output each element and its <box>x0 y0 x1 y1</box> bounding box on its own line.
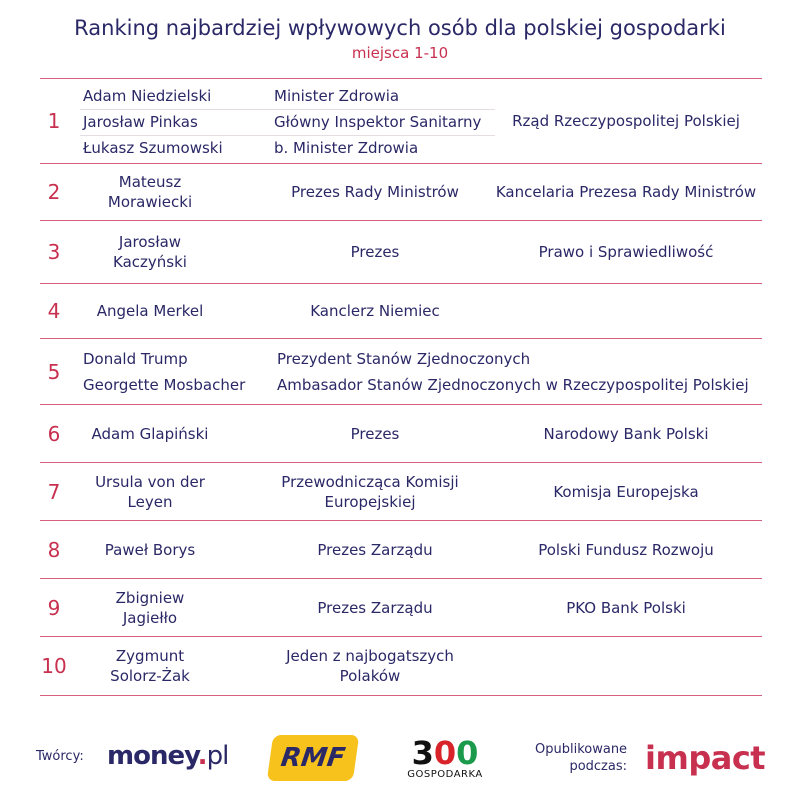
person-name: Jarosław Pinkas <box>83 112 198 131</box>
institution: Narodowy Bank Polski <box>543 424 709 443</box>
impact-logo: impact <box>645 739 766 777</box>
person-name: Jarosław Kaczyński <box>113 233 187 271</box>
rank-number: 9 <box>47 595 61 620</box>
table-bottom-border <box>40 695 762 696</box>
person-position: Jeden z najbogatszych Polaków <box>286 647 454 685</box>
person-name: Łukasz Szumowski <box>83 138 223 157</box>
person-position: Prezes <box>350 424 400 443</box>
table-row: 5 Donald Trump Prezydent Stanów Zjednoczon… <box>40 338 762 404</box>
page-subtitle: miejsca 1-10 <box>351 44 449 62</box>
table-row: 8 Paweł Borys Prezes Zarządu Polski Fundusz… <box>40 520 762 578</box>
person-position: b. Minister Zdrowia <box>274 138 419 157</box>
person-position: Przewodnicząca Komisji Europejskiej <box>281 472 459 511</box>
person-position: Prezes Zarządu <box>317 598 433 617</box>
page-title: Ranking najbardziej wpływowych osób dla … <box>74 16 726 40</box>
rank-number: 6 <box>47 421 61 446</box>
rank-number: 7 <box>47 479 61 504</box>
money-pl-logo: money.pl <box>107 741 229 771</box>
person-position: Prezes Zarządu <box>317 540 433 559</box>
footer: Twórcy: money.pl RMF 300 GOSPODARKA Opub… <box>0 735 800 795</box>
person-name: Angela Merkel <box>96 302 204 320</box>
person-name: Adam Niedzielski <box>83 86 212 105</box>
person-name: Donald Trump <box>83 350 188 368</box>
rmf-logo: RMF <box>266 735 360 781</box>
person-name: Paweł Borys <box>104 540 196 559</box>
person-position: Prezydent Stanów Zjednoczonych <box>277 350 531 368</box>
rank-number: 10 <box>41 654 67 678</box>
person-position: Kanclerz Niemiec <box>310 302 440 320</box>
institution: PKO Bank Polski <box>566 598 686 617</box>
institution: Prawo i Sprawiedliwość <box>538 243 714 261</box>
institution: Kancelaria Prezesa Rady Ministrów <box>495 183 757 201</box>
rank-number: 5 <box>47 359 61 384</box>
person-position: Ambasador Stanów Zjednoczonych w Rzeczyp… <box>277 376 749 394</box>
person-position: Główny Inspektor Sanitarny <box>274 112 482 131</box>
sub-row-divider <box>80 134 495 136</box>
person-name: Zbigniew Jagiełło <box>115 588 185 627</box>
rank-number: 2 <box>47 180 61 204</box>
person-name: Ursula von der Leyen <box>95 472 205 511</box>
person-position: Prezes <box>350 243 400 261</box>
sub-row-divider <box>80 108 495 110</box>
table-row: 2 Mateusz Morawiecki Prezes Rady Ministrów… <box>40 163 762 220</box>
person-name: Zygmunt Solorz-Żak <box>110 647 190 685</box>
creators-label: Twórcy: <box>36 749 84 764</box>
person-name: Georgette Mosbacher <box>83 376 246 394</box>
table-row: 10 Zygmunt Solorz-Żak Jeden z najbogatszyc… <box>40 636 762 695</box>
table-row: 9 Zbigniew Jagiełło Prezes Zarządu PKO Bank… <box>40 578 762 636</box>
table-row: 1 Adam Niedzielski Minister Zdrowia Jarosła… <box>40 78 762 163</box>
person-name: Adam Glapiński <box>91 424 209 443</box>
institution: Rząd Rzeczypospolitej Polskiej <box>512 112 740 130</box>
published-label: Opublikowane podczas: <box>535 742 628 774</box>
rank-number: 1 <box>47 109 61 133</box>
rank-number: 8 <box>47 537 61 562</box>
rank-number: 4 <box>47 299 61 323</box>
institution: Komisja Europejska <box>553 482 699 501</box>
table-row: 7 Ursula von der Leyen Przewodnicząca Komi… <box>40 462 762 520</box>
table-row: 6 Adam Glapiński Prezes Narodowy Bank Polsk… <box>40 404 762 462</box>
person-position: Prezes Rady Ministrów <box>291 183 459 201</box>
table-row: 3 Jarosław Kaczyński Prezes Prawo i Sprawie… <box>40 220 762 283</box>
person-position: Minister Zdrowia <box>274 86 400 105</box>
institution: Polski Fundusz Rozwoju <box>538 540 714 559</box>
rank-number: 3 <box>47 240 61 264</box>
table-row: 4 Angela Merkel Kanclerz Niemiec <box>40 283 762 338</box>
300-gospodarka-logo: 300 GOSPODARKA <box>407 734 483 780</box>
person-name: Mateusz Morawiecki <box>107 173 193 211</box>
